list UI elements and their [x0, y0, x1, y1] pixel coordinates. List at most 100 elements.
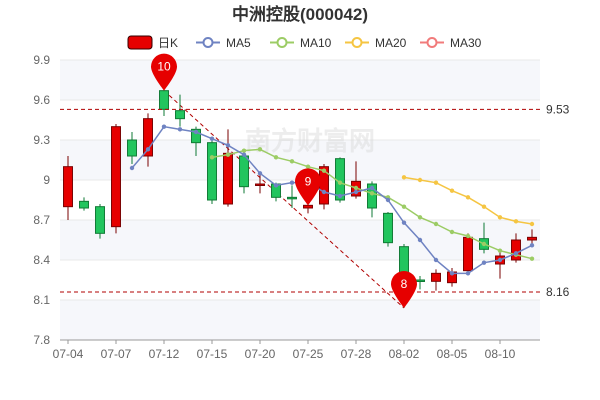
ma5-point: [337, 193, 343, 199]
ma5-point: [161, 124, 167, 129]
ma20-point: [465, 195, 471, 200]
y-tick-label: 9.6: [33, 93, 50, 107]
ma20-point: [449, 188, 455, 193]
y-axis: 7.8 8.1 8.4 8.7 9 9.3 9.6 9.9: [33, 53, 50, 347]
ma10-point: [225, 152, 231, 157]
candle-body: [287, 196, 297, 200]
pin-marker-label: 9: [305, 174, 312, 188]
candle-body: [191, 128, 201, 144]
ma5-point: [321, 189, 327, 195]
candle-body: [415, 279, 425, 282]
grid-band: [60, 300, 540, 340]
reference-line-label: 8.16: [546, 285, 570, 299]
ma20-point: [481, 204, 487, 209]
ma20-point: [497, 215, 503, 220]
ma10-point: [497, 248, 503, 253]
ma20-point: [513, 219, 519, 224]
candle-body: [95, 206, 105, 234]
legend-label-1: MA5: [226, 36, 251, 50]
x-tick-label: 07-04: [53, 347, 84, 361]
x-tick-label: 08-02: [389, 347, 420, 361]
ma5-point: [433, 257, 439, 263]
legend-marker-daily-k: [127, 35, 153, 50]
moving-averages: [129, 124, 535, 276]
candle-body: [463, 236, 473, 272]
x-tick-label: 07-25: [293, 347, 324, 361]
y-tick-label: 9.3: [33, 133, 50, 147]
ma5-point: [529, 243, 535, 248]
ma10-point: [273, 155, 279, 160]
candle-body: [63, 166, 73, 208]
ma10-point: [417, 215, 423, 220]
candle-body: [223, 152, 233, 205]
ma5-point: [481, 260, 487, 265]
candle-body: [431, 272, 441, 282]
legend: 日K MA5 MA10 MA20 MA30: [127, 35, 482, 50]
candle-body: [527, 236, 537, 241]
candle-body: [239, 155, 249, 188]
x-tick-label: 07-15: [197, 347, 228, 361]
ma5-point: [417, 237, 423, 243]
legend-label-3: MA20: [375, 36, 407, 50]
candle-body: [511, 239, 521, 261]
legend-label-2: MA10: [300, 36, 332, 50]
markers: 10 9 8: [151, 53, 417, 308]
x-tick-label: 08-05: [437, 347, 468, 361]
x-axis: 07-04 07-07 07-12 07-15 07-20 07-25 07-28 08-02…: [53, 339, 540, 361]
ma5-point: [177, 127, 183, 132]
ma5-point: [241, 152, 247, 157]
legend-marker-ma5: [202, 37, 214, 48]
candles: [63, 86, 537, 308]
candle-body: [303, 204, 313, 209]
y-tick-label: 9.9: [33, 53, 50, 67]
ma5-point: [369, 185, 375, 191]
grid-band: [60, 60, 540, 100]
ma10-point: [241, 148, 247, 153]
x-tick-label: 07-20: [245, 347, 276, 361]
ma5-point: [401, 220, 407, 225]
ma5-point: [513, 251, 519, 256]
ma10-point: [209, 155, 215, 160]
x-tick-label: 08-10: [485, 347, 516, 361]
y-tick-label: 8.7: [33, 213, 50, 227]
grid-band: [60, 220, 540, 260]
ma5-point: [465, 271, 471, 276]
ma5-point: [209, 136, 215, 141]
ma5-point: [225, 143, 231, 148]
pin-marker-label: 10: [157, 60, 171, 74]
legend-label-0: 日K: [158, 36, 178, 50]
y-tick-label: 7.8: [33, 333, 50, 347]
pin-marker: [391, 271, 417, 308]
x-tick-label: 07-28: [341, 347, 372, 361]
x-tick-label: 07-12: [149, 347, 180, 361]
ma5-point: [129, 165, 135, 171]
ma10-point: [337, 180, 343, 185]
legend-marker-ma30: [426, 37, 438, 48]
ma5-point: [385, 197, 391, 203]
candle-body: [143, 118, 153, 157]
ma10-point: [481, 241, 487, 247]
ma10-point: [289, 159, 295, 164]
candle-body: [79, 200, 89, 209]
candle-body: [159, 90, 169, 110]
ma10-point: [529, 256, 535, 261]
ma5-line: [131, 125, 533, 275]
ma5-point: [353, 189, 359, 195]
trend-line: [163, 90, 405, 309]
ma10-point: [465, 233, 471, 239]
ma20-line: [403, 176, 533, 225]
pin-marker-label: 8: [401, 277, 408, 291]
ma5-point: [273, 183, 279, 188]
x-tick-label: 07-07: [101, 347, 132, 361]
candle-body: [175, 110, 185, 120]
reference-lines: 9.53 8.16: [60, 102, 570, 299]
ma10-point: [433, 221, 439, 227]
candle-body: [207, 142, 217, 201]
candle-body: [383, 212, 393, 244]
legend-marker-ma20: [351, 37, 363, 48]
grid: [60, 59, 540, 341]
legend-label-4: MA30: [450, 36, 482, 50]
pin-marker: [295, 168, 321, 206]
candle-body: [367, 183, 377, 209]
